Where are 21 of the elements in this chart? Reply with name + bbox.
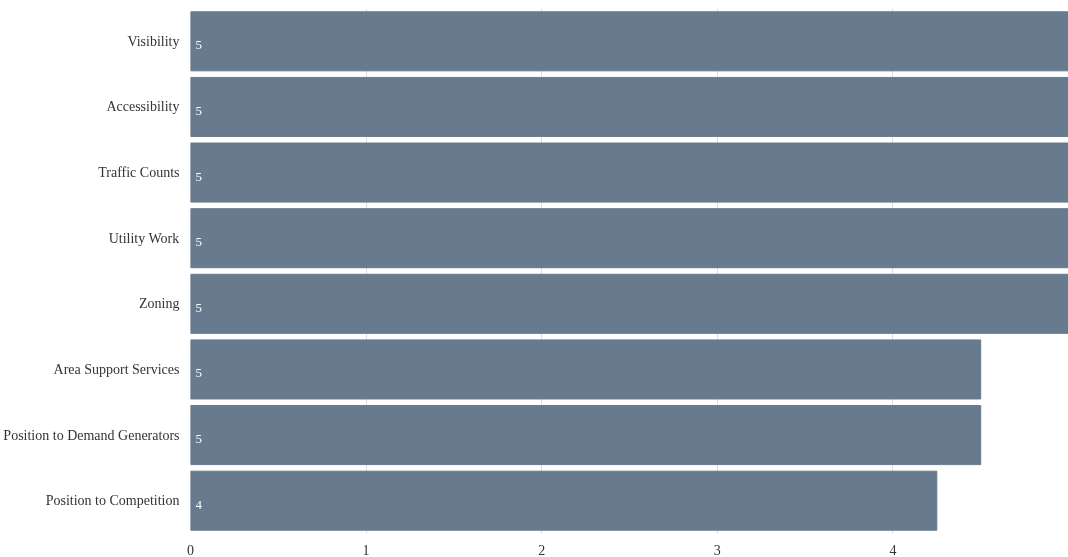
x-tick-label: 4	[889, 542, 897, 557]
data-label: 5	[195, 365, 202, 381]
x-tick-label: 0	[187, 542, 194, 557]
y-tick-label: Zoning	[139, 296, 180, 312]
data-label: 5	[195, 102, 202, 118]
y-tick-label: Accessibility	[106, 99, 180, 115]
y-tick-label: Traffic Counts	[98, 165, 180, 181]
data-label: 5	[195, 431, 202, 447]
y-tick-label: Position to Competition	[45, 493, 180, 509]
x-tick-label: 1	[362, 542, 370, 557]
data-label: 5	[195, 168, 202, 184]
data-label: 4	[195, 496, 203, 512]
y-tick-label: Visibility	[127, 33, 180, 49]
y-tick-label: Position to Demand Generators	[3, 427, 180, 443]
data-label: 5	[195, 234, 202, 250]
y-tick-label: Area Support Services	[53, 361, 180, 377]
data-label: 5	[195, 299, 202, 315]
x-tick-label: 2	[538, 542, 546, 557]
data-label: 5	[195, 37, 202, 53]
y-tick-label: Utility Work	[108, 230, 180, 246]
x-tick-label: 3	[713, 542, 721, 557]
